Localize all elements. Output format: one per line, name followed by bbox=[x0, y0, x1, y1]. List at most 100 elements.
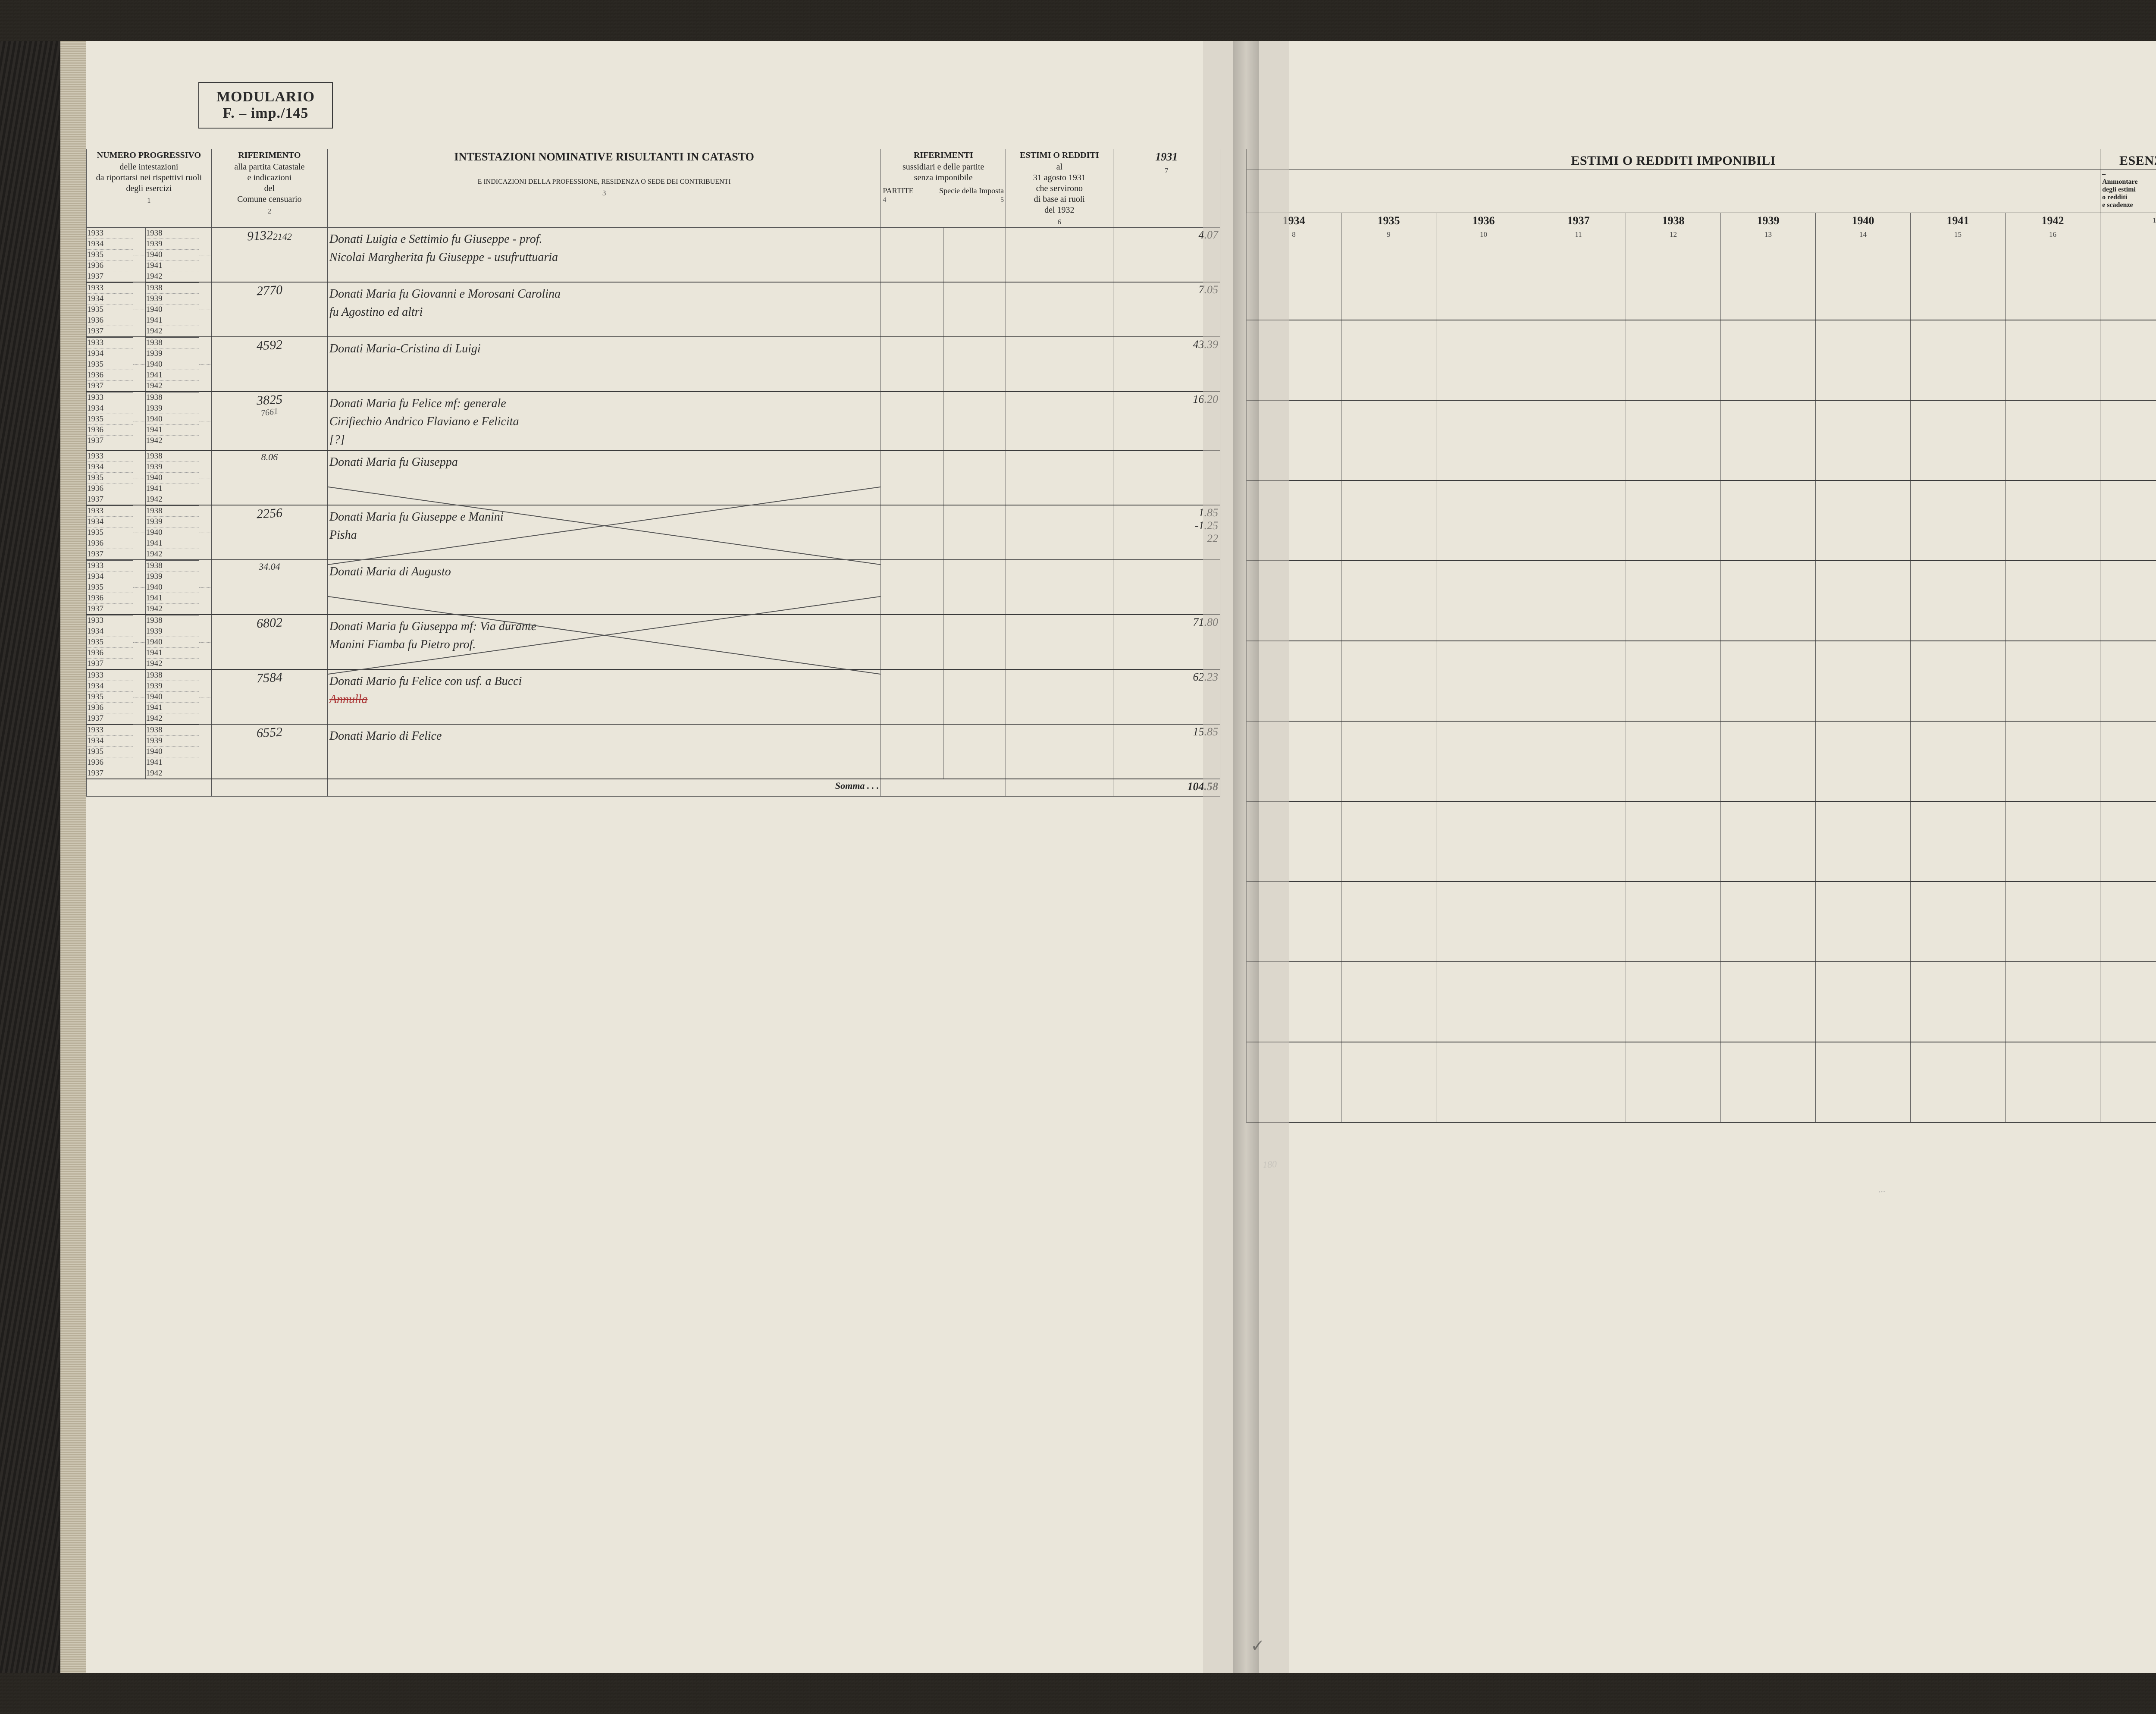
partita-number-cell: 91322142 bbox=[211, 228, 327, 283]
year-right-cell: 1941 bbox=[146, 703, 199, 713]
year-right-cell: 1941 bbox=[146, 757, 199, 768]
esenzioni-sub2: Ammontare bbox=[2102, 178, 2137, 185]
estimo-cell bbox=[1006, 392, 1113, 450]
estimo-cell bbox=[1006, 282, 1113, 337]
estimo-value-cell bbox=[1816, 962, 1911, 1042]
intestazione-text: Donati Maria-Cristina di Luigi bbox=[329, 338, 879, 358]
book-cover-top bbox=[0, 0, 2156, 41]
scanned-ledger-book: MODULARIO F. – imp./145 bbox=[0, 0, 2156, 1714]
estimo-value-cell bbox=[1531, 1042, 1626, 1122]
estimo-value-cell bbox=[1436, 882, 1531, 962]
year-column-header-1937: 1937 11 bbox=[1531, 213, 1626, 240]
year-right-cell: 1940 bbox=[146, 473, 199, 483]
year-column-sub-number: 12 bbox=[1628, 230, 1719, 239]
year-left-cell: 1935 bbox=[87, 414, 133, 425]
year-left-cell: 1934 bbox=[87, 736, 133, 747]
year-left-cell: 1936 bbox=[87, 757, 133, 768]
specie-cell-1 bbox=[881, 450, 943, 505]
specie-cell-2 bbox=[943, 669, 1006, 724]
year-right-cell: 1942 bbox=[146, 549, 199, 560]
estimo-grid-row bbox=[1247, 721, 2156, 801]
estimo-value-cell bbox=[1721, 561, 1816, 641]
riferimenti-value: 8.06 bbox=[261, 452, 278, 462]
year-left-cell: 1934 bbox=[87, 462, 133, 473]
year-right-cell: 1940 bbox=[146, 527, 199, 538]
col2-header-title: RIFERIMENTO bbox=[213, 150, 326, 161]
year-right-cell: 1941 bbox=[146, 538, 199, 549]
estimo-value-cell bbox=[2006, 641, 2100, 721]
col1-header-title: NUMERO PROGRESSIVO bbox=[88, 150, 210, 161]
col3-header-sub: E INDICAZIONI DELLA PROFESSIONE, RESIDEN… bbox=[478, 178, 731, 185]
esenzioni-number-header: 17 bbox=[2100, 213, 2156, 240]
estimo-value-cell bbox=[1531, 641, 1626, 721]
year-left-cell: 1934 bbox=[87, 571, 133, 582]
estimo-cell bbox=[1006, 615, 1113, 669]
partita-number-cell: 4592 bbox=[211, 337, 327, 392]
estimo-value-cell bbox=[1816, 1042, 1911, 1122]
year-left-cell: 1936 bbox=[87, 261, 133, 271]
open-book-spread: MODULARIO F. – imp./145 bbox=[60, 41, 2156, 1673]
estimo-grid-row bbox=[1247, 320, 2156, 400]
year-right-cell: 1942 bbox=[146, 604, 199, 615]
estimo-value-cell bbox=[1626, 721, 1721, 801]
col1-header-sub1: delle intestazioni bbox=[119, 162, 178, 172]
intestazione-cell: Donati Maria fu Giovanni e Morosani Caro… bbox=[327, 282, 881, 337]
year-left-cell: 1936 bbox=[87, 703, 133, 713]
specie-cell-2 bbox=[943, 560, 1006, 615]
specie-cell-1 bbox=[881, 505, 943, 560]
year-left-cell: 1937 bbox=[87, 436, 133, 446]
year-right-cell: 1942 bbox=[146, 659, 199, 669]
estimo-value-cell bbox=[2006, 240, 2100, 320]
year-right-cell: 1939 bbox=[146, 348, 199, 359]
stamp-line1: MODULARIO bbox=[216, 89, 315, 105]
year-column-label: 1935 bbox=[1378, 214, 1400, 227]
estimo-value-cell bbox=[1531, 561, 1626, 641]
estimo-grid-row bbox=[1247, 882, 2156, 962]
year-left-cell: 1933 bbox=[87, 451, 133, 462]
riferimenti-value: 34.04 bbox=[259, 561, 280, 572]
year-left-cell: 1936 bbox=[87, 593, 133, 604]
year-right-cell: 1940 bbox=[146, 637, 199, 648]
left-ledger-body: 1933 1934 1935 1936 1937 1938 1939 1940 1941 1942… bbox=[87, 228, 1220, 779]
estimo-value-cell bbox=[1816, 240, 1911, 320]
intestazione-cell: Donati Luigia e Settimio fu Giuseppe - p… bbox=[327, 228, 881, 283]
intestazione-text: Donati Maria fu Giovanni e Morosani Caro… bbox=[329, 283, 879, 321]
col5-header-num: 6 bbox=[1008, 217, 1111, 226]
year-left-cell: 1935 bbox=[87, 250, 133, 261]
year-right-cell: 1939 bbox=[146, 294, 199, 305]
esenzioni-cell bbox=[2100, 240, 2156, 320]
col3-header-title: INTESTAZIONI NOMINATIVE RISULTANTI IN CA… bbox=[329, 150, 879, 164]
year-left-cell: 1935 bbox=[87, 305, 133, 315]
estimo-value-cell bbox=[1626, 561, 1721, 641]
year-right-cell: 1941 bbox=[146, 483, 199, 494]
partita-number-value: 6552 bbox=[256, 725, 283, 741]
left-somma-row: Somma . . . 104.58 bbox=[87, 779, 1220, 796]
estimo-value-cell bbox=[1436, 641, 1531, 721]
estimo-value-cell bbox=[1341, 641, 1436, 721]
left-page: MODULARIO F. – imp./145 bbox=[60, 41, 1233, 1673]
esenzioni-sub4: o redditi bbox=[2102, 194, 2127, 201]
faint-pencil-mark: ... bbox=[1878, 1183, 1886, 1195]
estimo-value-cell bbox=[1721, 240, 1816, 320]
estimo-value-cell bbox=[2006, 400, 2100, 480]
year-right-cell: 1941 bbox=[146, 648, 199, 659]
year-left-cell: 1937 bbox=[87, 768, 133, 779]
year-right-cell: 1939 bbox=[146, 626, 199, 637]
esenzioni-title: ESENZIONI bbox=[2119, 154, 2156, 168]
specie-cell-2 bbox=[943, 228, 1006, 283]
year-left-cell: 1933 bbox=[87, 338, 133, 348]
esenzioni-cell bbox=[2100, 882, 2156, 962]
estimo-cell bbox=[1006, 337, 1113, 392]
col2-header-sub1: alla partita Catastale bbox=[234, 162, 304, 172]
partita-number-cell: 34.04 bbox=[211, 560, 327, 615]
ledger-record-row: 1933 1934 1935 1936 1937 1938 1939 1940 1941 1942… bbox=[87, 560, 1220, 615]
year-left-cell: 1933 bbox=[87, 392, 133, 403]
year-left-cell: 1936 bbox=[87, 315, 133, 326]
intestazione-cell: Donati Mario fu Felice con usf. a Bucci A… bbox=[327, 669, 881, 724]
intestazione-cell: Donati Maria-Cristina di Luigi bbox=[327, 337, 881, 392]
estimo-cell bbox=[1006, 505, 1113, 560]
year-right-cell: 1940 bbox=[146, 359, 199, 370]
col5-header-sub1: al bbox=[1056, 162, 1062, 172]
year-right-cell: 1938 bbox=[146, 451, 199, 462]
specie-cell-1 bbox=[881, 669, 943, 724]
